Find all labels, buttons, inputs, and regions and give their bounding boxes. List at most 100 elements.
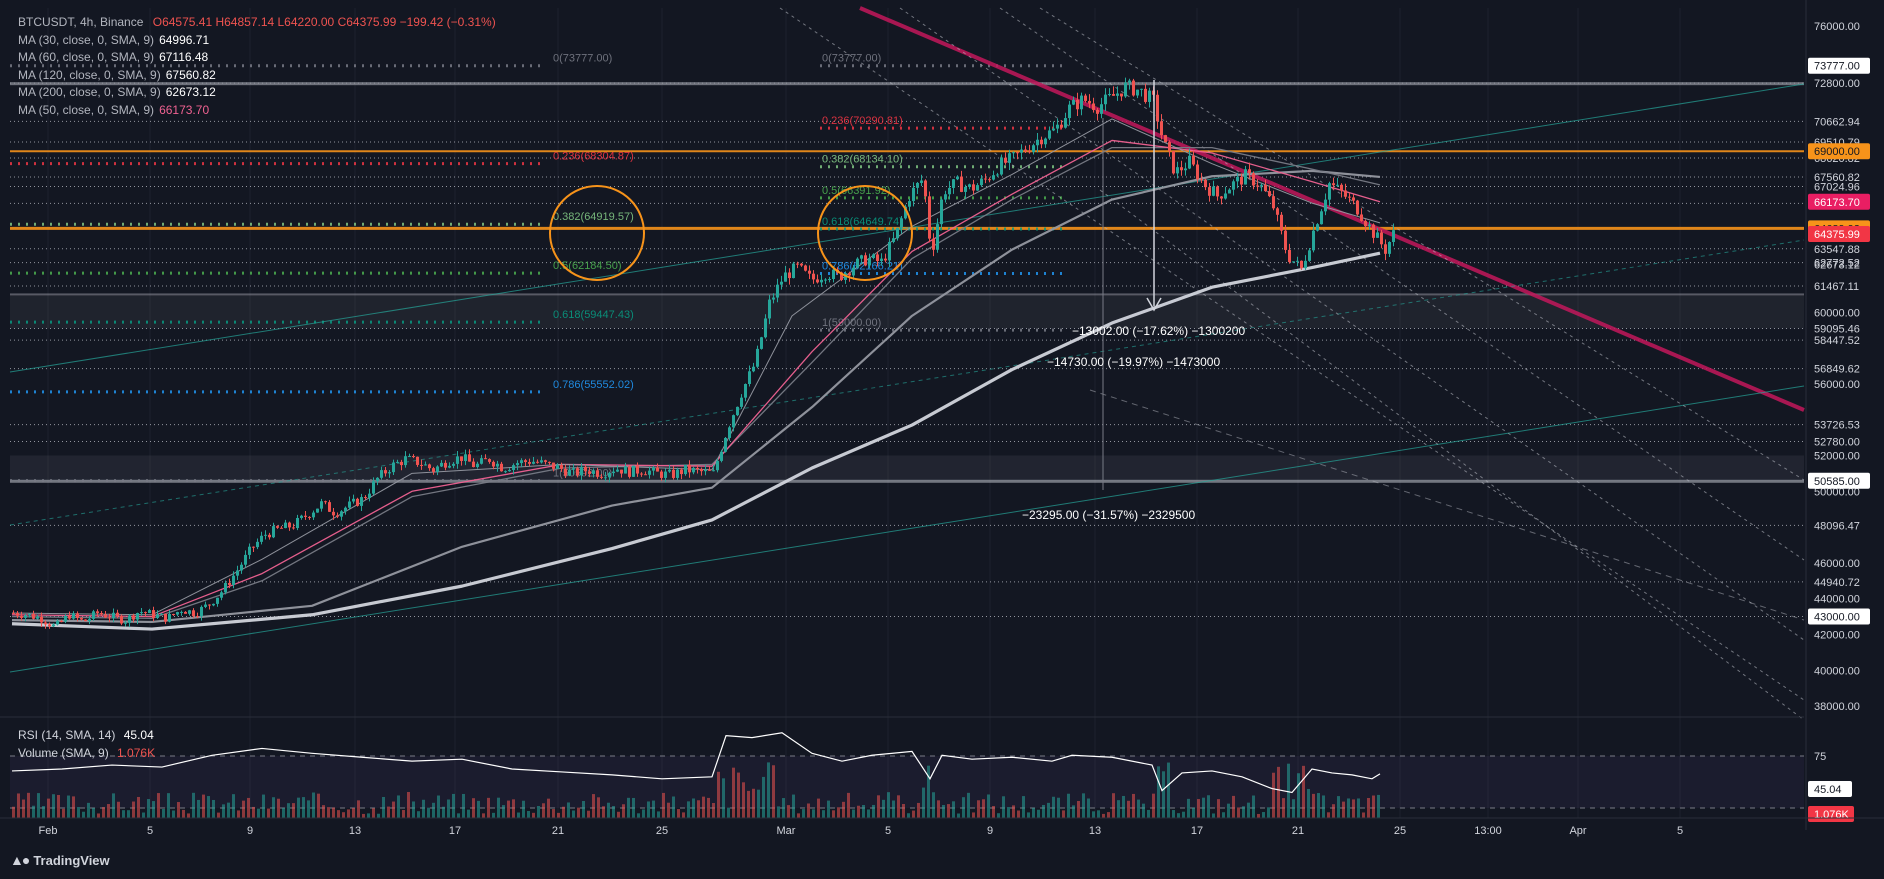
volume-bar [552,809,555,818]
candle-body [976,185,979,191]
volume-bar [917,802,920,818]
candle-body [1304,260,1307,269]
candle-body [404,456,407,466]
candle-body [304,515,307,517]
candle-body [692,467,695,473]
trendline-descending [1039,7,1805,481]
volume-bar [642,809,645,818]
volume-bar [957,813,960,818]
volume-bar [767,762,770,818]
candle-body [1020,149,1023,153]
indicator-row[interactable]: MA (120, close, 0, SMA, 9) 67560.82 [18,67,496,85]
candle-body [932,238,935,250]
candle-body [656,467,659,472]
candle-body [396,461,399,463]
volume-bar [1007,807,1010,818]
time-tick-label: 9 [987,825,993,837]
candle-body [428,464,431,469]
volume-bar [1187,798,1190,818]
price-tick-label: 58447.52 [1814,335,1860,347]
candle-body [44,622,47,625]
candle-body [276,526,279,528]
candle-body [1092,103,1095,110]
volume-bar [797,813,800,818]
trendline-descending [779,7,1805,701]
volume-bar [932,792,935,818]
volume-bar [812,809,815,818]
price-tick-label: 62673.12 [1814,259,1860,271]
indicator-row[interactable]: MA (60, close, 0, SMA, 9) 67116.48 [18,49,496,67]
price-badge-label: 64375.99 [1814,229,1860,241]
volume-bar [722,778,725,818]
volume-bar [277,798,280,818]
candle-body [996,174,999,176]
volume-bar [1022,796,1025,818]
candle-body [1164,135,1167,143]
price-badge [1808,472,1870,489]
candle-body [100,613,103,615]
volume-bar [57,794,60,818]
volume-bar [827,800,830,818]
candle-body [1356,200,1359,215]
candle-body [180,611,183,613]
candle-body [1024,149,1027,152]
volume-bar [682,812,685,818]
candle-body [872,254,875,259]
candle-body [1000,157,1003,175]
indicator-label: MA (120, close, 0, SMA, 9) [18,67,161,82]
indicator-legend: BTCUSDT, 4h, Binance O64575.41 H64857.14… [18,14,496,120]
candle-body [16,613,19,616]
volume-bar [242,800,245,818]
chart-grid [47,8,1681,818]
candle-body [568,469,571,476]
volume-bar [82,811,85,818]
candle-body [688,464,691,473]
candle-body [1080,95,1083,110]
volume-bar [512,799,515,818]
indicator-row[interactable]: MA (30, close, 0, SMA, 9) 64996.71 [18,32,496,50]
candle-body [1120,93,1123,97]
candle-body [648,470,651,475]
price-tick-label: 67560.82 [1814,172,1860,184]
candle-body [1060,124,1063,128]
candle-body [544,460,547,462]
candle-body [584,466,587,472]
volume-bar [737,772,740,818]
candle-body [24,615,27,618]
volume-bar [232,794,235,818]
indicator-row[interactable]: MA (200, close, 0, SMA, 9) 62673.12 [18,84,496,102]
candle-body [780,281,783,285]
symbol-label: BTCUSDT, 4h, Binance [18,15,144,29]
support-zone [10,455,1804,481]
volume-bar [1222,812,1225,818]
candle-body [496,463,499,467]
volume-bar [577,807,580,818]
candle-body [712,470,715,472]
price-badge-label: 73777.00 [1814,61,1860,73]
indicator-row[interactable]: MA (50, close, 0, SMA, 9) 66173.70 [18,102,496,120]
candle-body [756,348,759,367]
price-badge [1808,193,1870,210]
volume-bar [632,797,635,818]
candle-body [796,263,799,265]
candle-body [132,615,135,620]
candle-body [96,611,99,614]
candle-body [368,493,371,499]
candle-body [480,458,483,464]
indicator-label: MA (50, close, 0, SMA, 9) [18,102,155,117]
price-tick-label: 44940.72 [1814,577,1860,589]
volume-bar [637,813,640,818]
candle-body [1112,94,1115,96]
candle-body [1252,173,1255,186]
volume-bar [97,813,100,818]
candle-body [128,615,131,623]
fib-level-label: 0(73777.00) [822,53,881,65]
volume-bar [1077,800,1080,818]
candle-body [216,597,219,604]
tradingview-watermark[interactable]: ▲● TradingView [10,852,110,868]
volume-bar [102,807,105,818]
candle-body [200,606,203,617]
candle-body [600,476,603,478]
price-tick-label: 52000.00 [1814,450,1860,462]
